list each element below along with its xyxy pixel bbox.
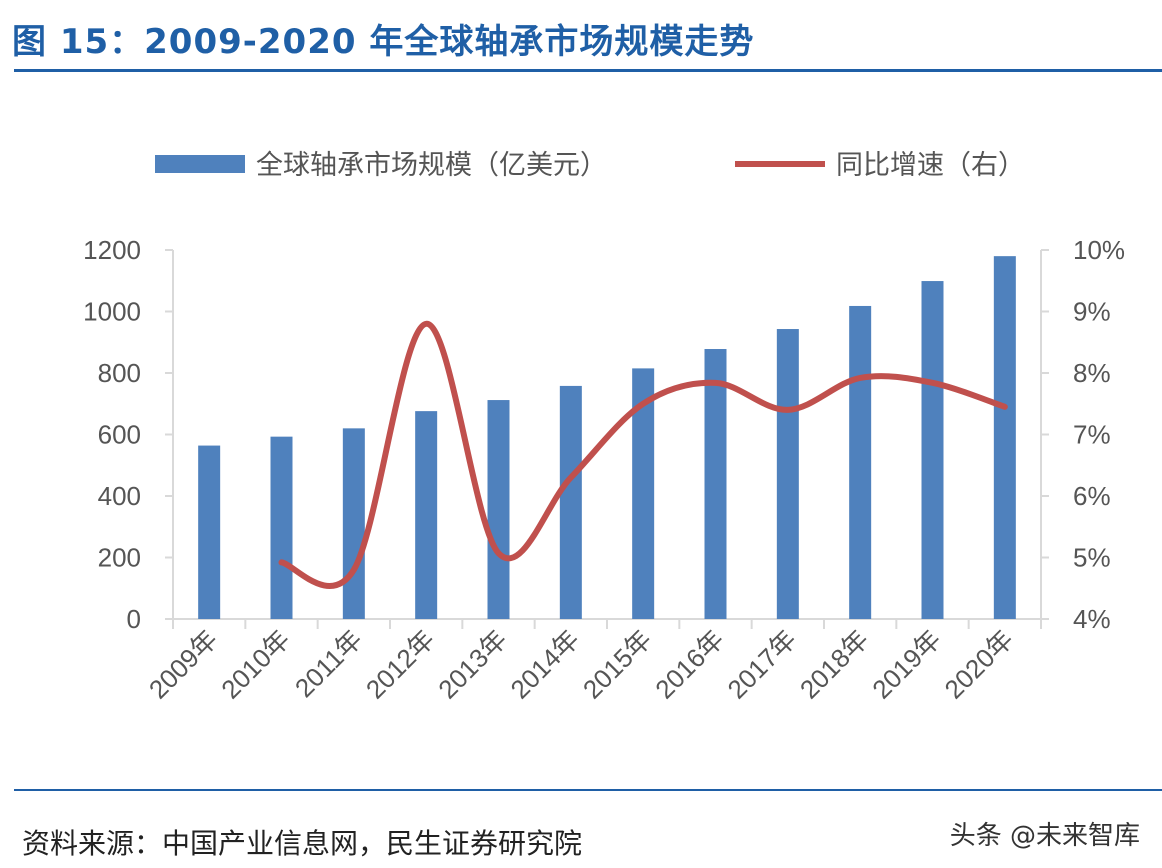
- bar: [270, 436, 293, 619]
- watermark: 头条 @未来智库: [949, 821, 1140, 851]
- right-tick-label: 8%: [1073, 358, 1111, 388]
- x-tick-label: 2009年: [143, 624, 223, 704]
- bar: [632, 368, 655, 619]
- right-tick-label: 9%: [1073, 297, 1111, 327]
- bar: [342, 428, 365, 619]
- right-tick-label: 4%: [1073, 604, 1111, 634]
- x-tick-label: 2018年: [794, 624, 874, 704]
- x-tick-label: 2012年: [360, 624, 440, 704]
- x-tick-label: 2015年: [577, 624, 657, 704]
- right-tick-label: 6%: [1073, 481, 1111, 511]
- source-note: 资料来源：中国产业信息网，民生证券研究院: [22, 827, 583, 860]
- bar: [487, 400, 510, 619]
- right-tick-label: 10%: [1073, 235, 1125, 265]
- x-tick-label: 2011年: [289, 624, 368, 703]
- bar: [849, 305, 872, 619]
- right-tick-label: 5%: [1073, 543, 1111, 573]
- bar: [198, 445, 221, 619]
- left-tick-label: 200: [98, 543, 141, 573]
- x-tick-label: 2014年: [505, 624, 585, 704]
- left-tick-label: 1000: [83, 297, 141, 327]
- x-tick-label: 2013年: [432, 624, 512, 704]
- bar: [415, 411, 438, 619]
- legend-bar-label: 全球轴承市场规模（亿美元）: [256, 150, 607, 181]
- x-tick-label: 2019年: [866, 624, 946, 704]
- title-divider: [14, 69, 1162, 72]
- bar: [776, 329, 799, 619]
- footer-divider: [14, 789, 1162, 791]
- left-tick-label: 0: [127, 604, 141, 634]
- bar: [704, 349, 727, 619]
- x-tick-label: 2017年: [722, 624, 802, 704]
- bar: [559, 385, 582, 619]
- x-tick-label: 2016年: [649, 624, 729, 704]
- legend-line-label: 同比增速（右）: [836, 150, 1025, 181]
- x-tick-label: 2020年: [939, 624, 1019, 704]
- left-tick-label: 800: [98, 358, 141, 388]
- left-tick-label: 1200: [83, 235, 141, 265]
- figure-title: 图 15：2009-2020 年全球轴承市场规模走势: [12, 22, 755, 62]
- bar: [921, 281, 944, 619]
- left-tick-label: 400: [98, 481, 141, 511]
- x-tick-label: 2010年: [215, 624, 295, 704]
- chart: 0 200 400 600 800 1000 1200 4% 5% 6% 7% 8% 9% 10% 2009…: [83, 150, 1125, 705]
- right-tick-label: 7%: [1073, 420, 1111, 450]
- legend-bar-swatch: [155, 155, 245, 173]
- left-tick-label: 600: [98, 420, 141, 450]
- bar: [993, 256, 1016, 619]
